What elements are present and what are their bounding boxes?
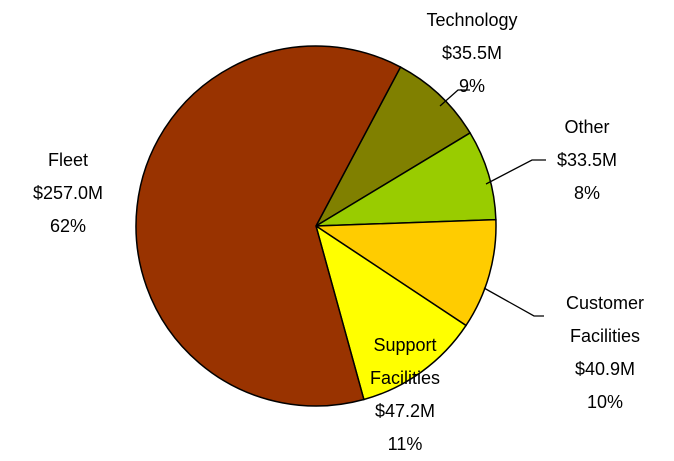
percent-label: 62% bbox=[49, 216, 87, 236]
category-label: Fleet bbox=[47, 150, 89, 170]
pie-slice bbox=[135, 45, 402, 407]
category-label: Customer Facilities bbox=[565, 293, 645, 346]
slice-label: Other $33.5M 8% bbox=[527, 111, 647, 210]
leader-lines bbox=[439, 89, 546, 317]
pie-slice bbox=[313, 131, 497, 227]
value-label: $257.0M bbox=[32, 183, 104, 203]
slice-label: Customer Facilities $40.9M 10% bbox=[540, 287, 670, 419]
leader-line bbox=[485, 159, 546, 185]
category-label: Technology bbox=[426, 10, 518, 30]
percent-label: 9% bbox=[458, 76, 485, 96]
value-label: $40.9M bbox=[574, 359, 636, 379]
category-label: Other bbox=[564, 117, 610, 137]
leader-line bbox=[483, 287, 544, 317]
value-label: $35.5M bbox=[441, 43, 503, 63]
pie-slice bbox=[313, 218, 497, 327]
category-label: Support Facilities bbox=[369, 335, 440, 388]
percent-label: 10% bbox=[586, 392, 624, 412]
pie-slice bbox=[314, 66, 472, 229]
slice-label: Support Facilities $47.2M 11% bbox=[355, 329, 455, 461]
slices bbox=[135, 45, 497, 407]
value-label: $47.2M bbox=[374, 401, 436, 421]
slice-label: Technology $35.5M 9% bbox=[402, 4, 542, 103]
leader-line bbox=[439, 89, 470, 107]
value-label: $33.5M bbox=[556, 150, 618, 170]
slice-label: Fleet $257.0M 62% bbox=[3, 144, 133, 243]
percent-label: 11% bbox=[387, 434, 423, 454]
percent-label: 8% bbox=[573, 183, 600, 203]
pie-slice bbox=[314, 224, 468, 401]
